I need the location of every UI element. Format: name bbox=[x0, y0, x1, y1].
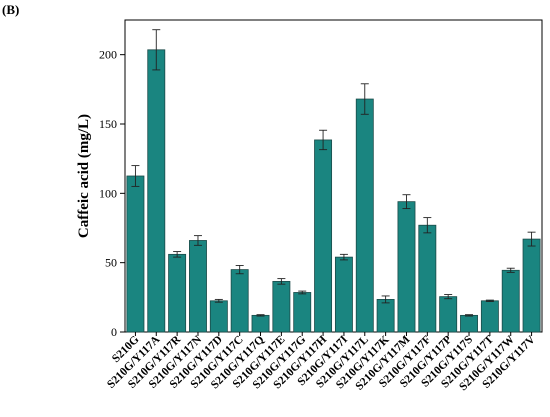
bar-S210G/Y117E bbox=[272, 280, 291, 333]
y-tick-label-50: 50 bbox=[105, 256, 117, 270]
y-tick-label-200: 200 bbox=[99, 48, 117, 62]
bar-S210G/Y117S bbox=[460, 314, 478, 333]
bar-S210G/Y117G bbox=[293, 292, 312, 333]
bar-S210G/Y117R bbox=[168, 253, 187, 333]
bar-S210G/Y117F bbox=[418, 224, 437, 333]
bar-S210G/Y117V bbox=[522, 238, 541, 333]
panel-label: (B) bbox=[2, 2, 19, 17]
bar-S210G/Y117P bbox=[439, 296, 458, 333]
y-axis-label: Caffeic acid (mg/L) bbox=[76, 114, 92, 238]
plot-area: 050100150200S210GS210G/Y117AS210G/Y117RS… bbox=[99, 19, 543, 393]
bar-S210G/Y117N bbox=[189, 240, 207, 333]
bar-S210G bbox=[126, 175, 145, 333]
bar-S210G/Y117W bbox=[501, 269, 520, 333]
bar-S210G/Y117C bbox=[230, 269, 249, 333]
bar-S210G/Y117A bbox=[147, 49, 166, 333]
bar-S210G/Y117H bbox=[314, 139, 333, 333]
bar-S210G/Y117T bbox=[480, 300, 499, 333]
plot-frame bbox=[124, 19, 543, 333]
bar-S210G/Y117M bbox=[397, 201, 416, 333]
y-tick-label-150: 150 bbox=[99, 117, 117, 131]
bar-S210G/Y117I bbox=[334, 256, 353, 333]
bar-S210G/Y117D bbox=[209, 300, 228, 333]
y-tick-label-0: 0 bbox=[111, 325, 117, 339]
bar-S210G/Y117L bbox=[355, 98, 374, 333]
bar-S210G/Y117Q bbox=[251, 314, 270, 333]
bar-S210G/Y117K bbox=[376, 299, 395, 333]
y-tick-label-100: 100 bbox=[99, 186, 117, 200]
